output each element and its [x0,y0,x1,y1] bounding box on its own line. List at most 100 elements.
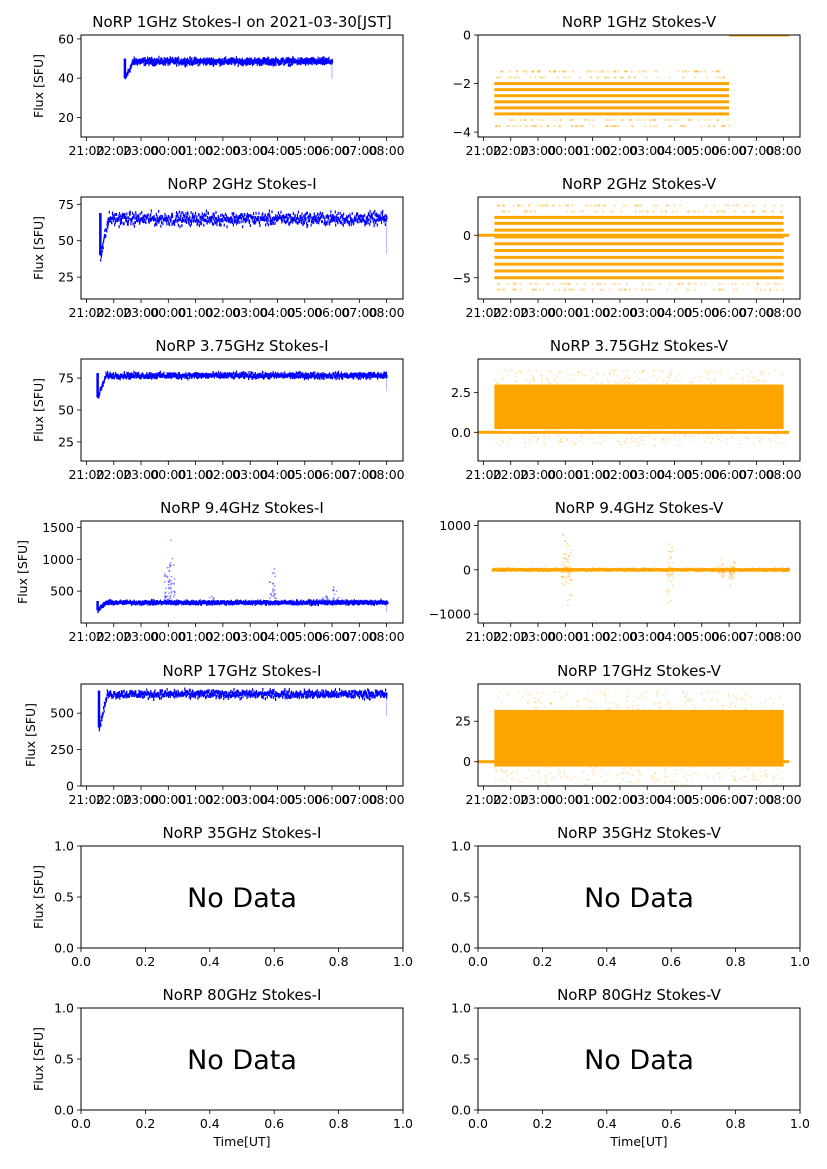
data-outlier-point [638,444,640,447]
data-outlier-point [683,433,685,436]
data-outlier-point [583,282,586,285]
data-point [301,372,303,376]
data-point [144,376,146,380]
data-outlier-point [715,370,718,373]
data-burst-point [321,602,323,604]
data-burst-point [214,602,217,604]
y-tick-label: 75 [58,371,74,386]
data-point [178,63,180,67]
data-point [246,57,248,61]
data-outlier-point [707,125,710,128]
data-outlier-point [518,76,521,79]
data-point [215,602,217,606]
data-outlier-point [641,372,643,374]
data-point [144,220,146,224]
data-outlier-point [537,438,539,441]
data-point [349,215,351,219]
data-point [379,215,381,219]
data-point [241,59,243,63]
data-outlier-point [531,70,534,73]
data-point [266,60,268,64]
data-point [205,375,207,379]
data-outlier-point [568,378,571,381]
data-outlier-point [591,288,594,291]
data-burst-point [165,596,167,598]
x-tick-label: 01:00 [178,467,214,482]
data-point [130,218,132,222]
data-point [309,213,312,217]
data-outlier-point [643,436,645,438]
data-outlier-point [716,70,719,73]
data-outlier-point [536,440,538,443]
data-point [291,374,293,378]
data-point [149,375,151,379]
data-burst-point [324,602,326,604]
data-point [364,213,366,217]
data-point [180,219,183,223]
data-point [304,213,307,217]
data-point [307,224,309,228]
data-outlier-point [668,380,670,382]
data-outlier-point [682,76,685,79]
data-point [155,217,157,221]
data-outlier-point [541,76,544,79]
data-burst-point [332,600,334,602]
data-point [300,57,302,61]
data-point [183,218,185,222]
data-outlier-point [731,435,733,438]
data-point [157,217,159,221]
data-outlier-point [761,371,763,374]
data-outlier-point [691,381,694,383]
data-point [168,375,170,379]
data-point [308,598,311,602]
data-burst-point [336,602,338,604]
data-point [206,60,209,64]
data-point [260,372,262,376]
data-point [244,602,247,606]
x-tick-label: 22:00 [96,143,132,158]
data-outlier-point [740,383,743,385]
data-outlier-point [618,383,620,385]
data-point [253,60,255,64]
data-outlier-point [613,70,616,73]
data-point [254,216,257,220]
data-point [268,375,270,379]
data-point [220,371,222,375]
data-outlier-point [514,282,517,285]
chart-panel-3.75ghz-i: NoRP 3.75GHz Stokes-I21:0022:0023:0000:0… [31,337,405,482]
data-outlier-point [648,119,651,121]
data-outlier-point [655,125,658,128]
data-outlier-point [550,371,552,373]
data-point [143,58,145,62]
data-point [135,211,137,215]
data-outlier-point [576,125,579,128]
data-point [149,602,151,606]
data-point [200,375,203,379]
data-burst-point [383,602,386,604]
data-point [129,599,132,603]
data-outlier-point [642,369,644,372]
data-outlier-point [682,125,685,128]
data-point [125,601,127,605]
data-outlier-point [497,282,500,285]
data-point [145,221,147,225]
data-point [374,212,376,216]
data-point [255,220,257,224]
data-point [153,57,156,61]
data-outlier-point [722,288,725,291]
data-outlier-point [679,204,682,207]
data-point [118,214,120,218]
chart-panel-1ghz-i: NoRP 1GHz Stokes-I on 2021-03-30[JST]21:… [31,13,405,158]
data-outlier-point [685,70,688,73]
data-point [107,372,109,376]
data-outlier-point [670,374,673,377]
x-tick-label: 04:00 [656,305,692,320]
data-outlier-point [759,441,761,443]
data-outlier-point [510,438,512,441]
data-point [292,602,294,606]
data-point [332,218,334,222]
data-outlier-point [629,433,631,436]
data-point [245,61,248,65]
data-outlier-point [639,436,641,438]
data-point [344,219,346,223]
